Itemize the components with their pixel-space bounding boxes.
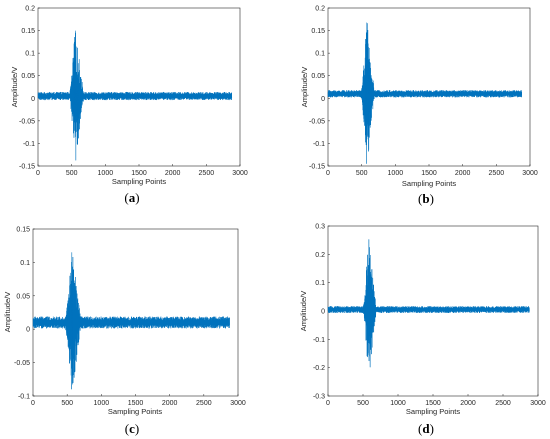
y-tick-label-d-4: 0.1 (315, 280, 325, 287)
y-tick-label-b-2: -0.05 (309, 118, 325, 125)
panel-c: -0.1 -0.05 0 0.05 0.1 0.15 0 500 1000 1500 2000 25… (3, 227, 246, 437)
y-tick-label-c-0: -0.1 (18, 394, 30, 401)
y-tick-label-a-5: 0.1 (25, 51, 35, 58)
y-tick-label-b-3: 0 (321, 96, 325, 103)
x-tick-label-c-0: 0 (31, 400, 35, 407)
x-tick-label-a-2: 1000 (98, 170, 114, 177)
caption-b: (b) (418, 191, 434, 206)
x-tick-label-d-1: 500 (357, 400, 369, 407)
x-tick-label-d-4: 2000 (460, 400, 476, 407)
x-tick-label-d-0: 0 (326, 400, 330, 407)
signal-line-c (32, 252, 230, 390)
y-tick-label-d-6: 0.3 (315, 224, 325, 231)
signal-line-a (37, 30, 233, 161)
plot-frame-c (32, 228, 239, 397)
x-axis-label-b: Sampling Points (402, 179, 456, 188)
y-tick-label-a-2: -0.05 (19, 118, 35, 125)
y-tick-label-b-0: -0.15 (309, 164, 325, 171)
x-tick-label-a-4: 2000 (165, 170, 181, 177)
y-axis-label-b: Amplitude/V (300, 67, 309, 107)
y-tick-label-c-2: 0 (26, 327, 30, 334)
y-tick-label-b-4: 0.05 (311, 73, 325, 80)
x-tick-label-d-5: 2500 (495, 400, 511, 407)
caption-a: (a) (124, 190, 139, 205)
y-ticks-a: -0.15 -0.1 -0.05 0 0.05 0.1 0.15 0.2 (19, 6, 40, 171)
y-tick-label-c-5: 0.15 (16, 227, 30, 234)
y-axis-label-c: Amplitude/V (3, 292, 12, 332)
x-ticks-d: 0 500 1000 1500 2000 2500 3000 (326, 394, 546, 407)
panel-b: -0.15 -0.1 -0.05 0 0.05 0.1 0.15 0.2 0 500 1000 15… (300, 6, 538, 207)
x-tick-label-b-3: 1500 (421, 170, 437, 177)
y-tick-label-d-3: 0 (321, 309, 325, 316)
y-tick-label-a-3: 0 (31, 96, 35, 103)
x-axis-label-d: Sampling Points (406, 407, 460, 416)
plot-frame-a (37, 7, 241, 167)
x-ticks-a: 0 500 1000 1500 2000 2500 3000 (36, 164, 248, 177)
plot-frame-b (327, 7, 531, 167)
x-axis-label-c: Sampling Points (108, 407, 162, 416)
y-tick-label-d-5: 0.2 (315, 252, 325, 259)
x-tick-label-b-5: 2500 (489, 170, 505, 177)
x-tick-label-c-6: 3000 (230, 400, 246, 407)
x-tick-label-a-6: 3000 (232, 170, 248, 177)
y-tick-label-d-0: -0.3 (313, 394, 325, 401)
y-tick-label-d-1: -0.2 (313, 365, 325, 372)
y-ticks-b: -0.15 -0.1 -0.05 0 0.05 0.1 0.15 0.2 (309, 6, 330, 171)
y-tick-label-a-1: -0.1 (23, 141, 35, 148)
x-ticks-c: 0 500 1000 1500 2000 2500 3000 (31, 394, 246, 407)
x-tick-label-c-1: 500 (61, 400, 73, 407)
y-ticks-d: -0.3 -0.2 -0.1 0 0.1 0.2 0.3 (313, 224, 330, 401)
x-tick-label-b-6: 3000 (522, 170, 538, 177)
panel-a: -0.15 -0.1 -0.05 0 0.05 0.1 0.15 0.2 0 500 1000 15… (10, 6, 248, 206)
x-tick-label-d-6: 3000 (530, 400, 546, 407)
signal-line-b (327, 22, 523, 164)
y-tick-label-a-7: 0.2 (25, 6, 35, 13)
x-tick-label-b-0: 0 (326, 170, 330, 177)
y-tick-label-c-1: -0.05 (14, 360, 30, 367)
y-tick-label-b-1: -0.1 (313, 141, 325, 148)
caption-d: (d) (418, 421, 434, 436)
signal-line-d (327, 239, 530, 368)
caption-c: (c) (125, 421, 139, 436)
x-tick-label-c-5: 2500 (196, 400, 212, 407)
y-ticks-c: -0.1 -0.05 0 0.05 0.1 0.15 (14, 227, 35, 401)
y-tick-label-a-6: 0.15 (21, 28, 35, 35)
x-tick-label-b-2: 1000 (388, 170, 404, 177)
y-tick-label-b-7: 0.2 (315, 6, 325, 13)
x-tick-label-c-4: 2000 (162, 400, 178, 407)
y-tick-label-d-2: -0.1 (313, 337, 325, 344)
y-axis-label-a: Amplitude/V (10, 67, 19, 107)
panel-d: -0.3 -0.2 -0.1 0 0.1 0.2 0.3 0 500 1000 1500 2000 2… (299, 224, 546, 437)
x-tick-label-d-2: 1000 (390, 400, 406, 407)
x-tick-label-b-4: 2000 (455, 170, 471, 177)
x-tick-label-a-0: 0 (36, 170, 40, 177)
y-tick-label-c-3: 0.05 (16, 293, 30, 300)
y-tick-label-a-4: 0.05 (21, 73, 35, 80)
y-tick-label-b-6: 0.15 (311, 28, 325, 35)
x-tick-label-b-1: 500 (356, 170, 368, 177)
x-tick-label-a-5: 2500 (199, 170, 215, 177)
x-tick-label-c-3: 1500 (128, 400, 144, 407)
x-ticks-b: 0 500 1000 1500 2000 2500 3000 (326, 164, 538, 177)
y-tick-label-c-4: 0.1 (20, 260, 30, 267)
y-tick-label-b-5: 0.1 (315, 51, 325, 58)
x-tick-label-c-2: 1000 (94, 400, 110, 407)
y-tick-label-a-0: -0.15 (19, 164, 35, 171)
y-axis-label-d: Amplitude/V (299, 291, 308, 331)
x-axis-label-a: Sampling Points (112, 177, 166, 186)
x-tick-label-a-1: 500 (66, 170, 78, 177)
x-tick-label-a-3: 1500 (131, 170, 147, 177)
x-tick-label-d-3: 1500 (425, 400, 441, 407)
